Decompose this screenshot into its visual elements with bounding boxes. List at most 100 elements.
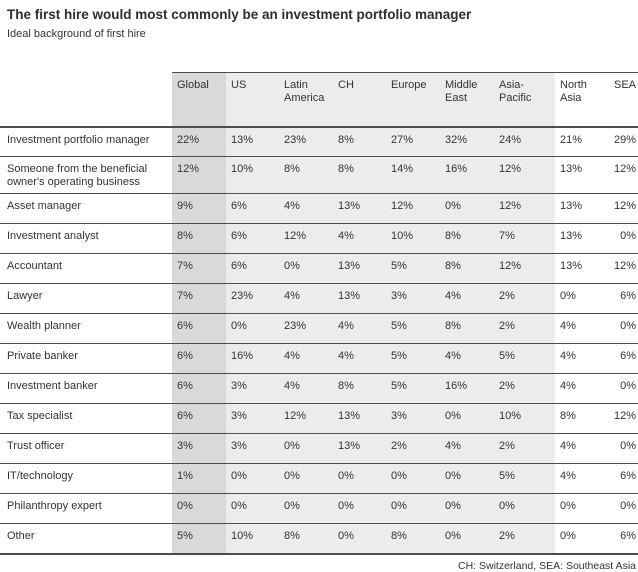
value-cell: 4% [333, 223, 386, 254]
value-cell: 10% [226, 156, 279, 194]
column-header-asia-pacific: Asia-Pacific [494, 72, 555, 127]
value-cell: 1% [172, 463, 226, 494]
value-cell: 4% [560, 470, 576, 482]
row-label: Private banker [7, 350, 78, 362]
value-cell: 10% [226, 523, 279, 554]
value-cell: 3% [386, 403, 440, 434]
table-row: Lawyer 7% 23% 4% 13% 3% 4% 2% 0% 6% [0, 283, 638, 314]
value-cell: 5% [386, 253, 440, 284]
column-header-latin-america: Latin America [279, 72, 333, 127]
value-cell: 13% [560, 260, 583, 272]
value-cell: 2% [494, 523, 555, 554]
value-cell: 4% [279, 193, 333, 224]
value-cell: 13% [560, 163, 583, 175]
value-cell: 0% [333, 463, 386, 494]
value-cell: 5% [386, 343, 440, 374]
value-cell: 24% [494, 126, 555, 157]
value-cell: 2% [494, 283, 555, 314]
column-header-north-asia: North Asia [555, 72, 609, 127]
value-cell: 12% [613, 200, 636, 212]
value-cell: 10% [494, 403, 555, 434]
value-cell: 13% [560, 230, 583, 242]
value-cell: 3% [172, 433, 226, 464]
value-cell: 0% [560, 290, 576, 302]
value-cell: 2% [494, 433, 555, 464]
value-cell: 23% [279, 313, 333, 344]
row-label: Accountant [7, 260, 63, 272]
value-cell: 4% [279, 343, 333, 374]
value-cell: 12% [613, 410, 636, 422]
row-label: Investment banker [7, 380, 98, 392]
value-cell: 7% [172, 283, 226, 314]
value-cell: 6% [226, 193, 279, 224]
value-cell: 0% [279, 493, 333, 524]
table-row: Other 5% 10% 8% 0% 8% 0% 2% 0% 6% [0, 523, 638, 554]
value-cell: 0% [440, 523, 494, 554]
page-subtitle: Ideal background of first hire [7, 28, 146, 40]
value-cell: 13% [226, 126, 279, 157]
data-table: Global US Latin America CH Europe Middle… [0, 72, 638, 555]
value-cell: 29% [613, 133, 636, 146]
table-row: Investment analyst 8% 6% 12% 4% 10% 8% 7% 13% 0% [0, 223, 638, 254]
row-label: Tax specialist [7, 410, 73, 422]
value-cell: 12% [279, 223, 333, 254]
value-cell: 6% [172, 343, 226, 374]
value-cell: 0% [494, 493, 555, 524]
value-cell: 5% [386, 373, 440, 404]
value-cell: 14% [386, 156, 440, 194]
value-cell: 0% [279, 433, 333, 464]
value-cell: 0% [279, 463, 333, 494]
value-cell: 6% [172, 313, 226, 344]
table-row: Private banker 6% 16% 4% 4% 5% 4% 5% 4% 6% [0, 343, 638, 374]
column-header-us: US [226, 72, 279, 127]
row-label: Asset manager [7, 200, 81, 212]
value-cell: 8% [333, 126, 386, 157]
table-row: Investment banker 6% 3% 4% 8% 5% 16% 2% 4% 0% [0, 373, 638, 404]
value-cell: 4% [440, 283, 494, 314]
value-cell: 12% [494, 193, 555, 224]
value-cell: 2% [386, 433, 440, 464]
value-cell: 8% [172, 223, 226, 254]
value-cell: 0% [440, 193, 494, 224]
value-cell: 4% [440, 343, 494, 374]
value-cell: 13% [333, 433, 386, 464]
value-cell: 12% [172, 156, 226, 194]
value-cell: 8% [386, 523, 440, 554]
value-cell: 3% [226, 373, 279, 404]
value-cell: 6% [226, 223, 279, 254]
column-header-ch: CH [333, 72, 386, 127]
value-cell: 21% [560, 133, 583, 146]
value-cell: 13% [333, 253, 386, 284]
value-cell: 16% [440, 373, 494, 404]
value-cell: 13% [560, 200, 583, 212]
value-cell: 0% [279, 253, 333, 284]
value-cell: 4% [333, 313, 386, 344]
value-cell: 27% [386, 126, 440, 157]
value-cell: 0% [386, 463, 440, 494]
value-cell: 8% [560, 410, 576, 422]
footnote: CH: Switzerland, SEA: Southeast Asia [457, 559, 636, 572]
row-label: Investment analyst [7, 230, 99, 242]
value-cell: 8% [333, 156, 386, 194]
table-row: IT/technology 1% 0% 0% 0% 0% 0% 5% 4% 6% [0, 463, 638, 494]
value-cell: 0% [620, 230, 636, 242]
value-cell: 23% [279, 126, 333, 157]
value-cell: 0% [386, 493, 440, 524]
value-cell: 6% [172, 403, 226, 434]
table-row: Tax specialist 6% 3% 12% 13% 3% 0% 10% 8% 12% [0, 403, 638, 434]
value-cell: 7% [494, 223, 555, 254]
value-cell: 9% [172, 193, 226, 224]
value-cell: 10% [386, 223, 440, 254]
value-cell: 12% [279, 403, 333, 434]
row-label: Wealth planner [7, 320, 81, 332]
value-cell: 8% [279, 156, 333, 194]
column-header-middle-east: Middle East [440, 72, 494, 127]
value-cell: 0% [440, 493, 494, 524]
value-cell: 8% [333, 373, 386, 404]
row-label: Lawyer [7, 290, 43, 302]
value-cell: 12% [613, 260, 636, 272]
table-row: Someone from the beneficial owner's oper… [0, 156, 638, 194]
value-cell: 12% [386, 193, 440, 224]
table-body: Investment portfolio manager 22% 13% 23% 8% 2… [0, 126, 638, 554]
row-label: Other [7, 530, 35, 542]
